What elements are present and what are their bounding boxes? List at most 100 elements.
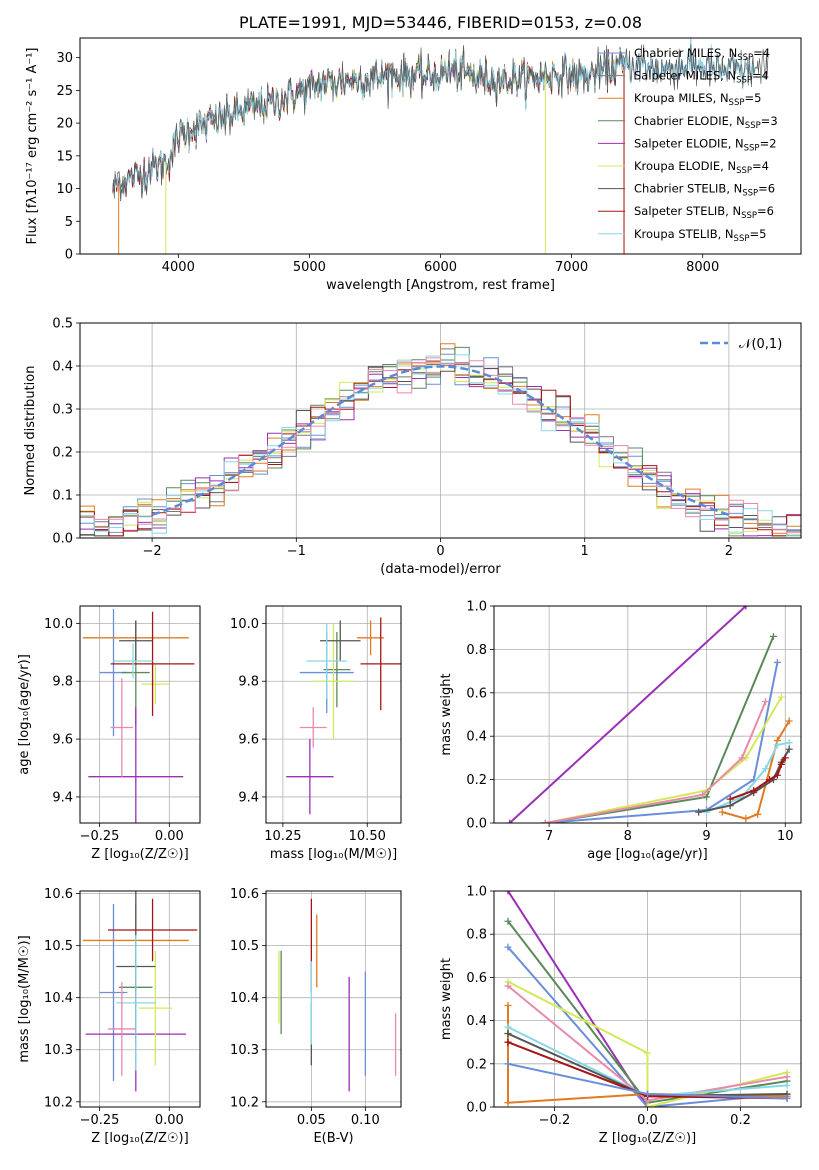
tick-label-x: 0.00 (155, 1113, 184, 1128)
plot-mass_vs_Z: −0.25 0.00 10.2 10.3 10.4 10.5 10.6 Z [log₁₀(Z/… (17, 887, 201, 1146)
axes-frame (265, 605, 402, 824)
weight-marker (504, 1060, 512, 1068)
weight-marker (541, 819, 549, 823)
weight-line (545, 696, 783, 823)
legend-entry: Kroupa STELIB, NSSP=5 (634, 227, 766, 244)
tick-label-x: 9 (702, 829, 710, 844)
tick-label-y: 0.4 (466, 730, 487, 745)
plot-content (112, 38, 769, 254)
weight-marker (504, 982, 512, 990)
weight-marker (699, 791, 707, 799)
plot-age_vs_Z: −0.25 0.00 9.4 9.6 9.8 10.0 Z [log₁₀(Z/Z☉)] age… (17, 605, 201, 862)
tick-label-x: 0.2 (730, 1113, 751, 1128)
x-axis-label: Z [log₁₀(Z/Z☉)] (599, 1131, 696, 1146)
tick-label-y: 10.0 (44, 617, 73, 632)
tick-label-x: 7000 (555, 260, 588, 275)
plot-axes: 10.25 10.50 9.4 9.6 9.8 10.0 mass [log₁₀(M/M☉)… (230, 605, 402, 862)
plot-weight_vs_Z: −0.2 0.0 0.2 0.0 0.2 0.4 0.6 0.8 1.0 Z [log₁₀(Z/Z… (439, 885, 802, 1146)
y-axis-label: mass [log₁₀(M/M☉)] (17, 935, 32, 1062)
tick-label-y: 1.0 (466, 600, 487, 615)
tick-label-y: 0.0 (52, 532, 73, 547)
weight-marker (785, 745, 793, 753)
tick-label-x: −2 (143, 544, 162, 559)
axes-frame (265, 890, 402, 1108)
weight-marker (762, 765, 770, 773)
tick-label-y: 10.3 (44, 1043, 73, 1058)
tick-label-y: 0.8 (466, 928, 487, 943)
tick-label-y: 10.4 (230, 991, 259, 1006)
plot-spectrum: 4000 5000 6000 7000 8000 0 5 10 15 20 25 30 waveleng… (25, 13, 802, 293)
tick-label-y: 0.4 (52, 360, 73, 375)
legend-entry: 𝒩(0,1) (739, 337, 782, 352)
weight-marker (644, 1049, 651, 1057)
weight-marker (644, 1103, 651, 1107)
tick-label-x: 0 (436, 544, 444, 559)
tick-label-x: 1 (581, 544, 589, 559)
tick-label-x: −1 (287, 544, 306, 559)
weight-marker (504, 1030, 512, 1038)
tick-label-y: 10.6 (44, 887, 73, 902)
axes-frame (79, 605, 201, 824)
tick-label-y: 10.0 (230, 617, 259, 632)
tick-label-y: 0 (65, 248, 73, 263)
weight-marker (504, 1023, 512, 1031)
axes-frame (79, 890, 201, 1108)
plot-axes: 7 8 9 10 0.0 0.2 0.4 0.6 0.8 1.0 age [log₁₀(age/yr… (439, 600, 802, 862)
weight-marker (766, 776, 774, 784)
plot-content (82, 608, 195, 823)
tick-label-x: −0.25 (80, 829, 120, 844)
tick-label-y: 10.2 (230, 1095, 259, 1110)
tick-label-x: 8 (624, 829, 632, 844)
weight-marker (504, 1038, 512, 1046)
weight-marker (754, 810, 762, 818)
plot-axes: −0.2 0.0 0.2 0.0 0.2 0.4 0.6 0.8 1.0 Z [log₁₀(Z/Z… (439, 885, 802, 1146)
tick-label-x: 10.25 (264, 829, 301, 844)
spectrum-line-chabrier-stelib (112, 44, 769, 200)
weight-marker (504, 943, 512, 951)
plot-background (80, 606, 200, 823)
x-axis-label: E(B-V) (313, 1131, 353, 1146)
legend-entry: Salpeter ELODIE, NSSP=2 (634, 136, 777, 153)
x-axis-label: Z [log₁₀(Z/Z☉)] (91, 1131, 188, 1146)
legend-entry: Kroupa MILES, NSSP=5 (634, 91, 761, 108)
tick-label-x: 0.0 (637, 1113, 658, 1128)
tick-label-y: 10.6 (230, 887, 259, 902)
y-axis-label: mass weight (439, 673, 454, 755)
tick-label-y: 9.8 (52, 675, 73, 690)
weight-marker (783, 1094, 791, 1102)
legend-entry: Salpeter STELIB, NSSP=6 (634, 204, 774, 221)
tick-label-x: 10 (777, 829, 794, 844)
tick-label-y: 10.4 (44, 991, 73, 1006)
plot-content (286, 617, 401, 815)
tick-label-y: 1.0 (466, 885, 487, 900)
weight-marker (785, 717, 793, 725)
legend-entry: Chabrier STELIB, NSSP=6 (634, 182, 775, 199)
tick-label-y: 0.2 (466, 1057, 487, 1072)
weight-line (545, 662, 779, 823)
weight-marker (738, 754, 746, 762)
plot-axes: −0.25 0.00 9.4 9.6 9.8 10.0 Z [log₁₀(Z/Z☉)] age… (17, 605, 201, 862)
plot-axes: 4000 5000 6000 7000 8000 0 5 10 15 20 25 30 waveleng… (25, 13, 802, 293)
tick-label-y: 10.5 (44, 939, 73, 954)
weight-marker (726, 802, 734, 810)
y-axis-label: Normed distribution (23, 366, 38, 496)
weight-marker (750, 786, 758, 794)
weight-marker (742, 815, 750, 823)
weight-line (507, 980, 788, 1107)
tick-label-y: 5 (65, 215, 73, 230)
tick-label-x: −0.25 (80, 1113, 120, 1128)
x-axis-label: (data-model)/error (380, 562, 501, 577)
weight-marker (777, 693, 785, 701)
legend-entry: Kroupa ELODIE, NSSP=4 (634, 159, 769, 176)
x-axis-label: wavelength [Angstrom, rest frame] (326, 278, 555, 293)
tick-label-y: 25 (56, 84, 73, 99)
histogram-extra_pink (80, 357, 801, 535)
tick-label-y: 10 (56, 182, 73, 197)
plot-axes: −0.25 0.00 10.2 10.3 10.4 10.5 10.6 Z [log₁₀(Z/… (17, 887, 201, 1146)
plot-background (266, 891, 401, 1107)
tick-label-y: 0.6 (466, 971, 487, 986)
axes-frame (493, 605, 802, 824)
weight-marker (762, 697, 770, 705)
x-axis-label: mass [log₁₀(M/M☉)] (270, 847, 397, 862)
tick-label-y: 30 (56, 51, 73, 66)
